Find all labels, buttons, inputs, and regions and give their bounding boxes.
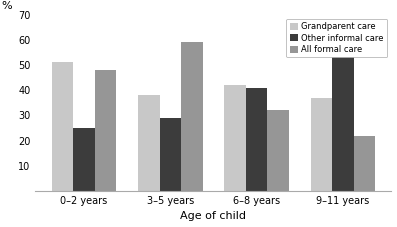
Bar (52, 62, 73, 191)
Bar (310, 98, 332, 191)
Bar (160, 118, 181, 191)
Legend: Grandparent care, Other informal care, All formal care: Grandparent care, Other informal care, A… (287, 19, 387, 57)
Bar (246, 88, 268, 191)
Bar (332, 57, 354, 191)
Bar (95, 70, 116, 191)
Bar (268, 110, 289, 191)
Bar (138, 95, 160, 191)
X-axis label: Age of child: Age of child (181, 211, 247, 222)
Y-axis label: %: % (2, 1, 12, 11)
Bar (181, 42, 203, 191)
Bar (224, 85, 246, 191)
Bar (354, 136, 375, 191)
Bar (73, 128, 95, 191)
